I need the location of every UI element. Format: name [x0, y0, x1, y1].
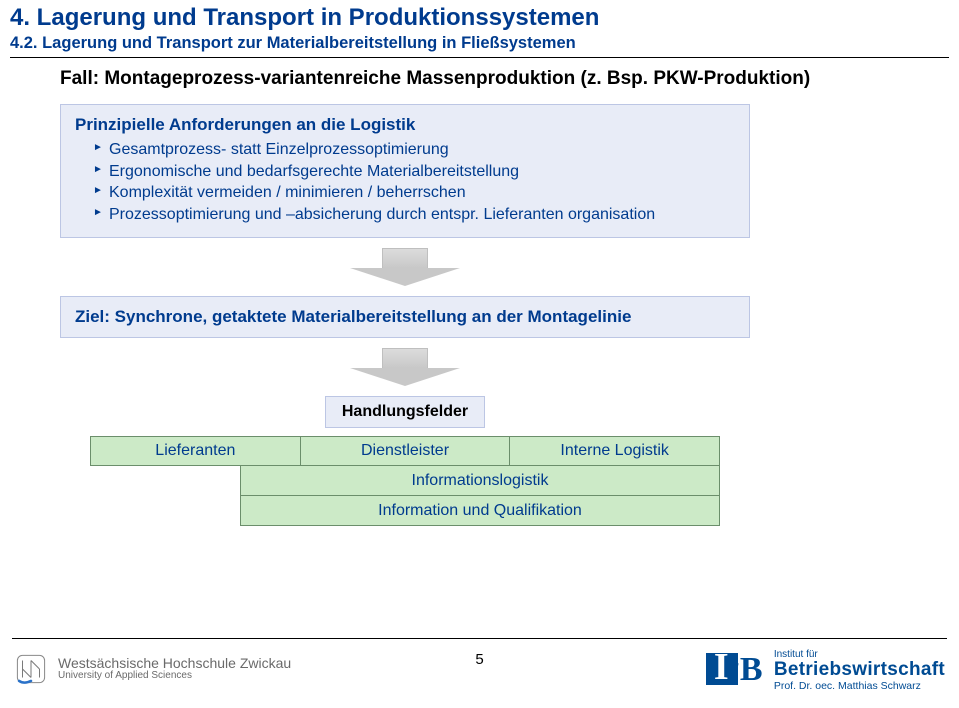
principles-item-text: Gesamtprozess- statt Einzelprozessoptimi… — [109, 141, 449, 158]
principles-title: Prinzipielle Anforderungen an die Logist… — [75, 115, 735, 135]
ifb-glyph-icon: I f B — [706, 647, 764, 691]
ifb-institut: Institut für — [774, 650, 818, 660]
ifb-logo: I f B Institut für Betriebswirtschaft Pr… — [706, 647, 945, 691]
field-cell-dienstleister: Dienstleister — [301, 436, 511, 466]
slide: 4. Lagerung und Transport in Produktions… — [0, 0, 959, 708]
whz-logo: Westsächsische Hochschule Zwickau Univer… — [14, 652, 291, 686]
principles-item: Prozessoptimierung und –absicherung durc… — [93, 204, 735, 226]
principles-box: Prinzipielle Anforderungen an die Logist… — [60, 104, 750, 238]
principles-item: Ergonomische und bedarfsgerechte Materia… — [93, 161, 735, 183]
principles-item-text: Ergonomische und bedarfsgerechte Materia… — [109, 163, 519, 180]
fields-section: Handlungsfelder Lieferanten Dienstleiste… — [60, 396, 750, 526]
arrow-down-icon — [350, 348, 460, 386]
ifb-bw: Betriebswirtschaft — [774, 660, 945, 679]
case-heading: Fall: Montageprozess-variantenreiche Mas… — [60, 68, 899, 90]
principles-item-text: Prozessoptimierung und –absicherung durc… — [109, 206, 655, 223]
principles-item-text: Komplexität vermeiden / minimieren / beh… — [109, 184, 466, 201]
header: 4. Lagerung und Transport in Produktions… — [0, 0, 959, 55]
whz-line2: University of Applied Sciences — [58, 671, 291, 682]
field-cell-informationslogistik: Informationslogistik — [240, 466, 720, 496]
arrow-down — [60, 248, 750, 286]
table-offset-pad — [90, 496, 240, 526]
chapter-title: 4. Lagerung und Transport in Produktions… — [10, 4, 949, 32]
principles-list: Gesamtprozess- statt Einzelprozessoptimi… — [75, 139, 735, 225]
arrow-down-icon — [350, 248, 460, 286]
footer: Westsächsische Hochschule Zwickau Univer… — [0, 638, 959, 708]
fields-row-3: Information und Qualifikation — [90, 496, 720, 526]
principles-item: Gesamtprozess- statt Einzelprozessoptimi… — [93, 139, 735, 161]
field-cell-lieferanten: Lieferanten — [90, 436, 301, 466]
footer-inner: Westsächsische Hochschule Zwickau Univer… — [0, 639, 959, 701]
fields-row-2: Informationslogistik — [90, 466, 720, 496]
principles-item: Komplexität vermeiden / minimieren / beh… — [93, 182, 735, 204]
goal-text: Ziel: Synchrone, getaktete Materialberei… — [75, 307, 735, 327]
field-cell-interne-logistik: Interne Logistik — [510, 436, 720, 466]
goal-box: Ziel: Synchrone, getaktete Materialberei… — [60, 296, 750, 338]
arrow-down — [60, 348, 750, 386]
ifb-prof: Prof. Dr. oec. Matthias Schwarz — [774, 681, 921, 692]
fields-label: Handlungsfelder — [325, 396, 485, 428]
section-title: 4.2. Lagerung und Transport zur Material… — [10, 34, 949, 53]
whz-text: Westsächsische Hochschule Zwickau Univer… — [58, 656, 291, 681]
ifb-text: Institut für Betriebswirtschaft Prof. Dr… — [774, 650, 945, 692]
whz-glyph-icon — [14, 652, 48, 686]
content-area: Fall: Montageprozess-variantenreiche Mas… — [0, 58, 959, 526]
fields-row-1: Lieferanten Dienstleister Interne Logist… — [90, 436, 720, 466]
fields-table: Lieferanten Dienstleister Interne Logist… — [90, 436, 720, 526]
whz-line1: Westsächsische Hochschule Zwickau — [58, 656, 291, 671]
field-cell-info-qualifikation: Information und Qualifikation — [240, 496, 720, 526]
table-offset-pad — [90, 466, 240, 496]
